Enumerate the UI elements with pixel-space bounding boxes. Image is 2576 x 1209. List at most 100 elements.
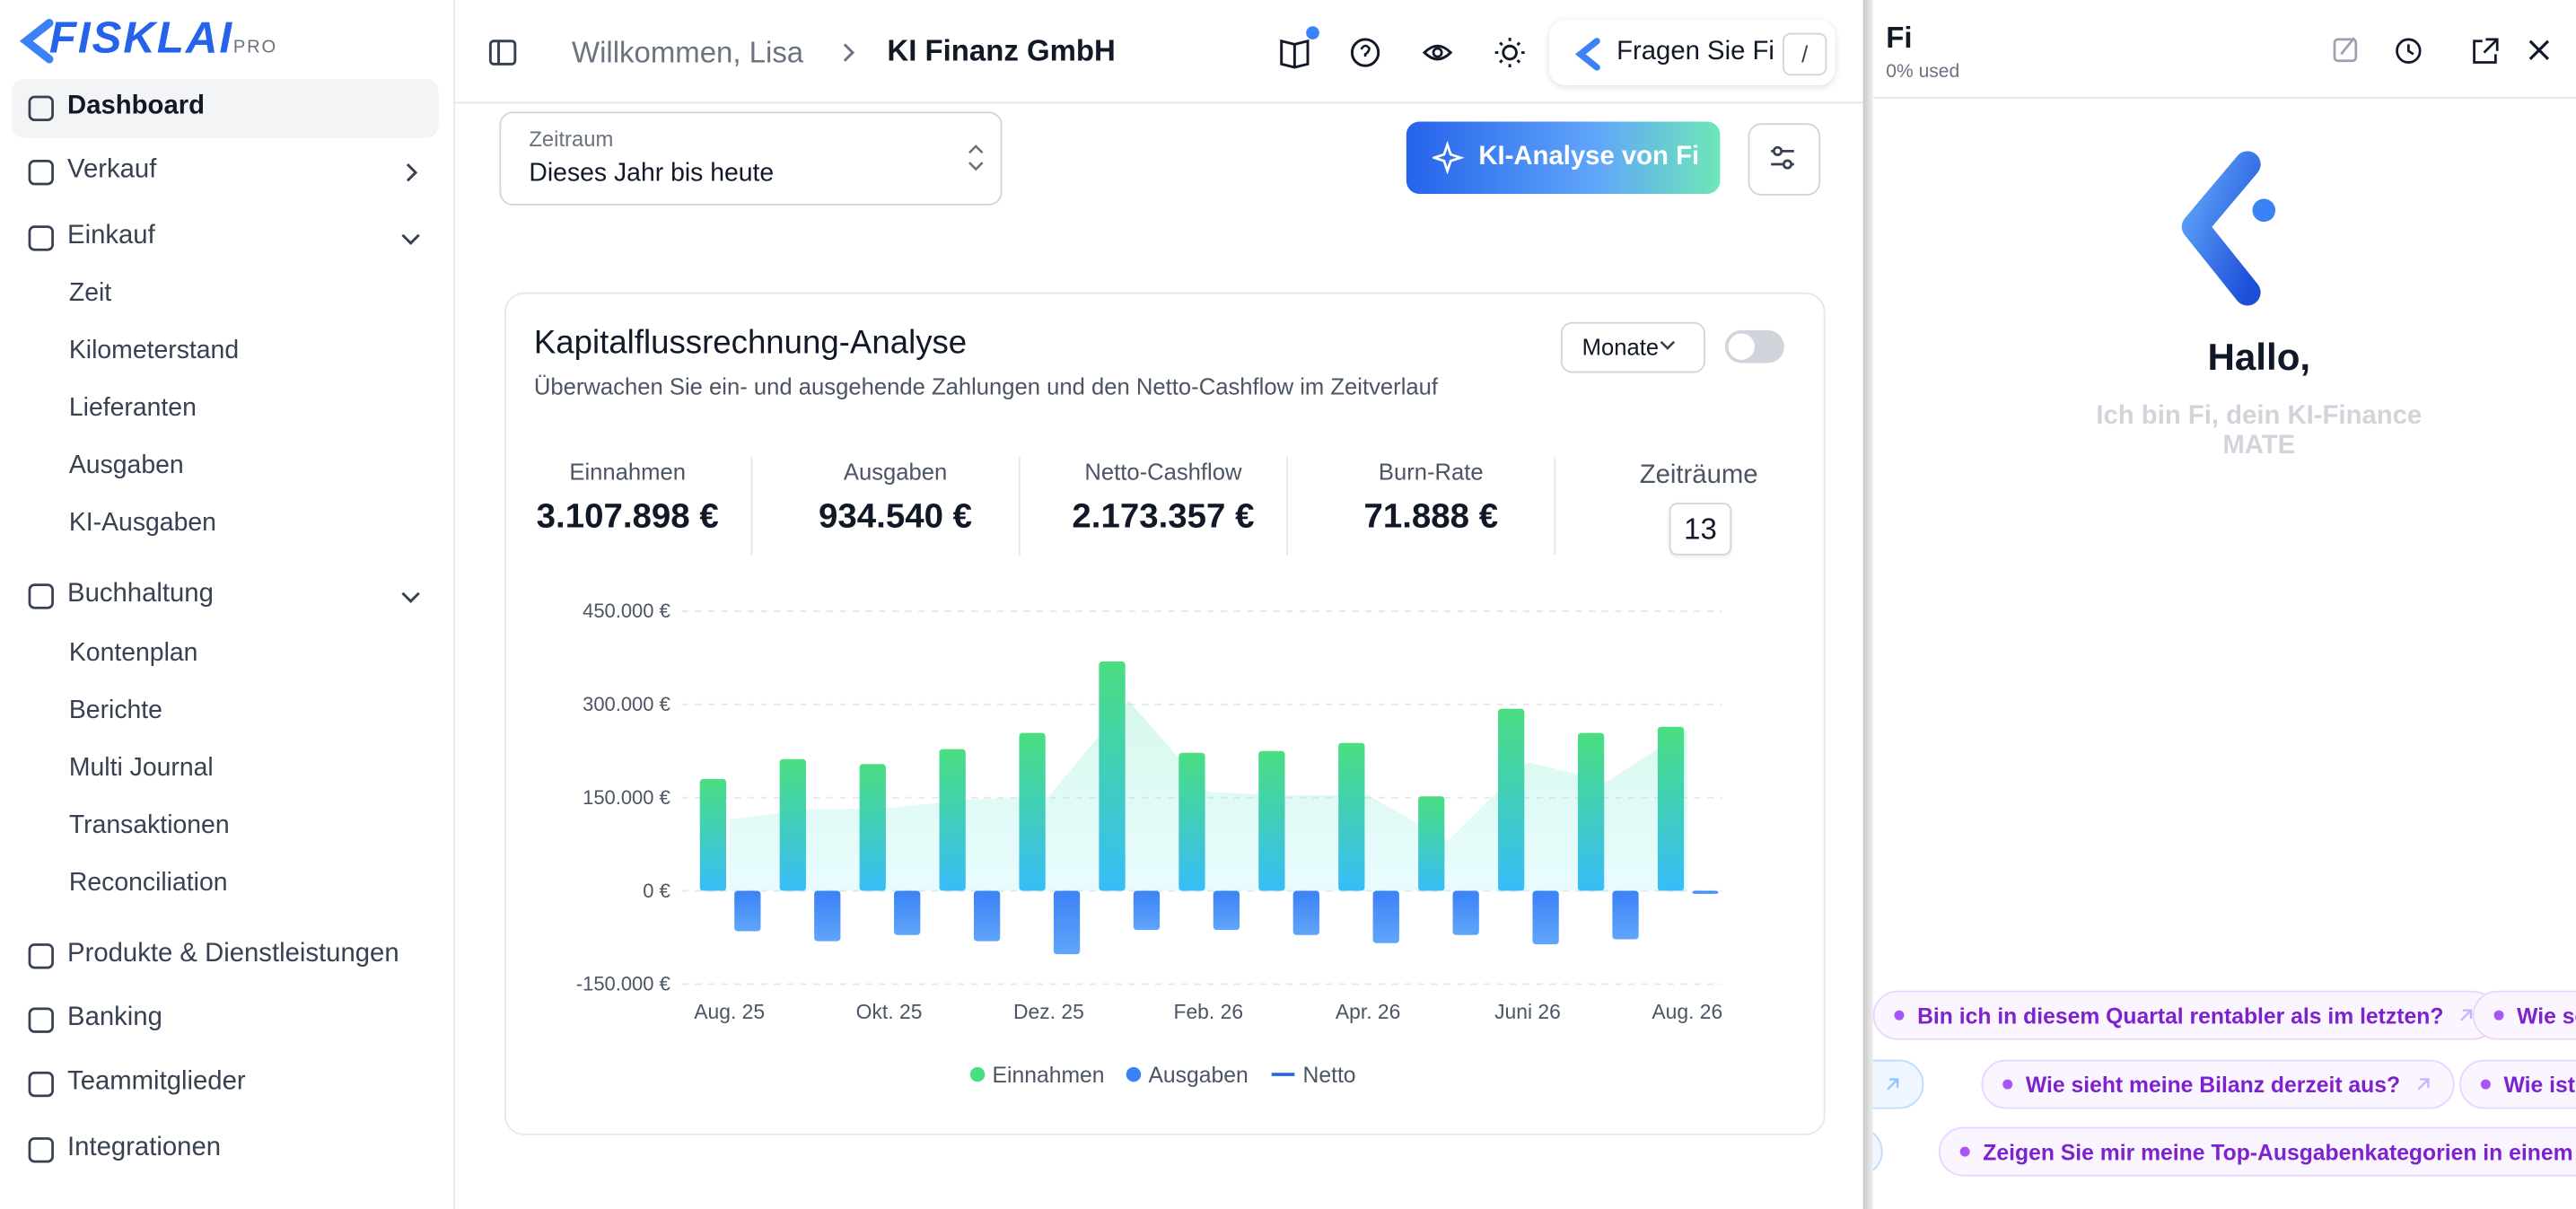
shortcut-key: / xyxy=(1782,32,1827,76)
fi-logo xyxy=(2181,151,2276,306)
nav-item[interactable]: Produkte & Dienstleistungen xyxy=(67,939,399,968)
arrow xyxy=(2417,1078,2430,1091)
nav-icon xyxy=(28,942,54,968)
assistant-intro: Ich bin Fi, dein KI-Finance MATE xyxy=(2096,402,2423,460)
arrow xyxy=(2460,1009,2473,1021)
nav-subitem[interactable]: Reconciliation xyxy=(68,868,228,897)
chip-dot xyxy=(1894,1010,1905,1021)
granularity-value: Monate xyxy=(1582,333,1658,360)
suggestion-chip[interactable]: Wie sieht meine Bilanz derzeit aus? xyxy=(1981,1059,2455,1109)
chip-arrow xyxy=(2417,1078,2430,1091)
nav-item[interactable]: Verkauf xyxy=(67,156,157,185)
nav-icon xyxy=(28,1136,54,1163)
ask-fi-label: Fragen Sie Fi xyxy=(1617,38,1774,66)
nav-icon xyxy=(28,160,54,187)
netto-area xyxy=(729,700,1687,891)
nav-subitem[interactable]: Ausgaben xyxy=(68,451,184,480)
ask-fi-icon xyxy=(1574,38,1600,71)
y-tick-label: 150.000 € xyxy=(583,786,670,809)
bar xyxy=(1053,890,1081,955)
sparkle-icon xyxy=(1433,141,1465,175)
nav-subitem[interactable]: Transaktionen xyxy=(68,810,230,839)
bar xyxy=(1178,752,1205,891)
chip-dot xyxy=(2480,1079,2491,1090)
chip-text: Wie ist xyxy=(2503,1072,2575,1097)
nav-item[interactable]: Einkauf xyxy=(67,221,155,250)
granularity-select[interactable] xyxy=(1560,321,1705,373)
card-title: Kapitalflussrechnung-Analyse xyxy=(533,325,968,362)
bar xyxy=(1452,890,1479,935)
nav-item[interactable]: Teammitglieder xyxy=(67,1068,246,1097)
suggestion-chip[interactable]: Bin ich in diesem Quartal rentabler als … xyxy=(1872,990,2498,1040)
header-icons[interactable] xyxy=(1276,24,1539,80)
chevron xyxy=(401,592,420,604)
suggestion-chip[interactable]: mt? xyxy=(1872,1059,1923,1109)
card-subtitle: Überwachen Sie ein- und ausgehende Zahlu… xyxy=(533,372,1439,399)
nav-subitem[interactable]: Kontenplan xyxy=(68,638,198,667)
period-label: Zeitraum xyxy=(529,126,614,152)
toggle[interactable] xyxy=(1723,329,1786,364)
x-tick-label: Juni 26 xyxy=(1494,1000,1561,1023)
chip-arrow xyxy=(1886,1078,1898,1091)
stat-label: Netto-Cashflow xyxy=(1084,458,1242,485)
period-select[interactable] xyxy=(499,111,1003,206)
nav-icon xyxy=(28,1007,54,1033)
bar xyxy=(699,778,727,891)
nav-item[interactable]: Banking xyxy=(67,1003,162,1032)
nav-subitem[interactable]: Multi Journal xyxy=(68,753,214,782)
bar xyxy=(1498,708,1525,891)
suggestion-chip[interactable]: Wie ist xyxy=(2459,1059,2576,1109)
bar xyxy=(1657,726,1685,891)
nav-icon-shape xyxy=(28,160,54,187)
nav-icon xyxy=(28,583,54,609)
sidebar-toggle[interactable] xyxy=(488,38,518,67)
assistant-actions[interactable] xyxy=(2326,33,2556,69)
x-tick-label: Dez. 25 xyxy=(1013,1000,1084,1023)
legend-label: Netto xyxy=(1303,1064,1356,1088)
nav-subitem[interactable]: Kilometerstand xyxy=(68,337,240,365)
bar xyxy=(1692,890,1719,894)
chip-dot xyxy=(1959,1146,1970,1157)
bar xyxy=(1213,890,1240,931)
suggestion-chip[interactable]: Zeigen Sie mir meine Top-Ausgabenkategor… xyxy=(1938,1126,2576,1177)
nav-icon-shape xyxy=(28,1136,54,1163)
breadcrumb-greeting[interactable]: Willkommen, Lisa xyxy=(571,36,804,69)
suggestion-chip[interactable] xyxy=(1872,1126,1883,1177)
breadcrumb-company[interactable]: KI Finanz GmbH xyxy=(887,34,1116,68)
settings-button[interactable] xyxy=(1748,123,1821,196)
bar xyxy=(814,890,841,942)
breadcrumb-sep xyxy=(843,43,855,62)
bar xyxy=(1099,661,1126,891)
nav-subitem[interactable]: KI-Ausgaben xyxy=(68,509,216,538)
settings-icon xyxy=(1771,145,1794,170)
logo-icon xyxy=(19,19,54,64)
nav-subitem[interactable]: Zeit xyxy=(68,279,112,308)
suggestion-chip[interactable]: Wie se xyxy=(2472,990,2576,1040)
bar xyxy=(1338,742,1365,891)
nav-chevron xyxy=(406,163,418,183)
periods-value: 13 xyxy=(1669,503,1732,556)
chip-arrow xyxy=(2460,1009,2473,1021)
period-value: Dieses Jahr bis heute xyxy=(529,159,775,188)
nav-active-bg xyxy=(11,78,439,138)
bar xyxy=(1019,732,1046,891)
stat-divider xyxy=(1554,456,1556,556)
panel-divider xyxy=(1862,0,1873,1209)
assistant-greeting: Hallo, xyxy=(2207,335,2311,378)
stat-divider xyxy=(1018,456,1021,556)
nav-icon-shape xyxy=(28,224,54,251)
nav-icon xyxy=(28,95,54,121)
nav-item[interactable]: Dashboard xyxy=(67,92,206,120)
legend-dot xyxy=(1126,1066,1142,1082)
nav-item[interactable]: Buchhaltung xyxy=(67,580,214,609)
nav-icon-shape xyxy=(28,1072,54,1098)
stat-divider xyxy=(750,456,753,556)
x-tick-label: Aug. 25 xyxy=(694,1000,765,1023)
nav-subitem[interactable]: Berichte xyxy=(68,696,162,724)
nav-item[interactable]: Integrationen xyxy=(67,1133,222,1161)
nav-subitem[interactable]: Lieferanten xyxy=(68,394,197,423)
bar xyxy=(939,749,966,891)
legend-label: Einnahmen xyxy=(993,1064,1105,1088)
stat-divider xyxy=(1286,456,1289,556)
